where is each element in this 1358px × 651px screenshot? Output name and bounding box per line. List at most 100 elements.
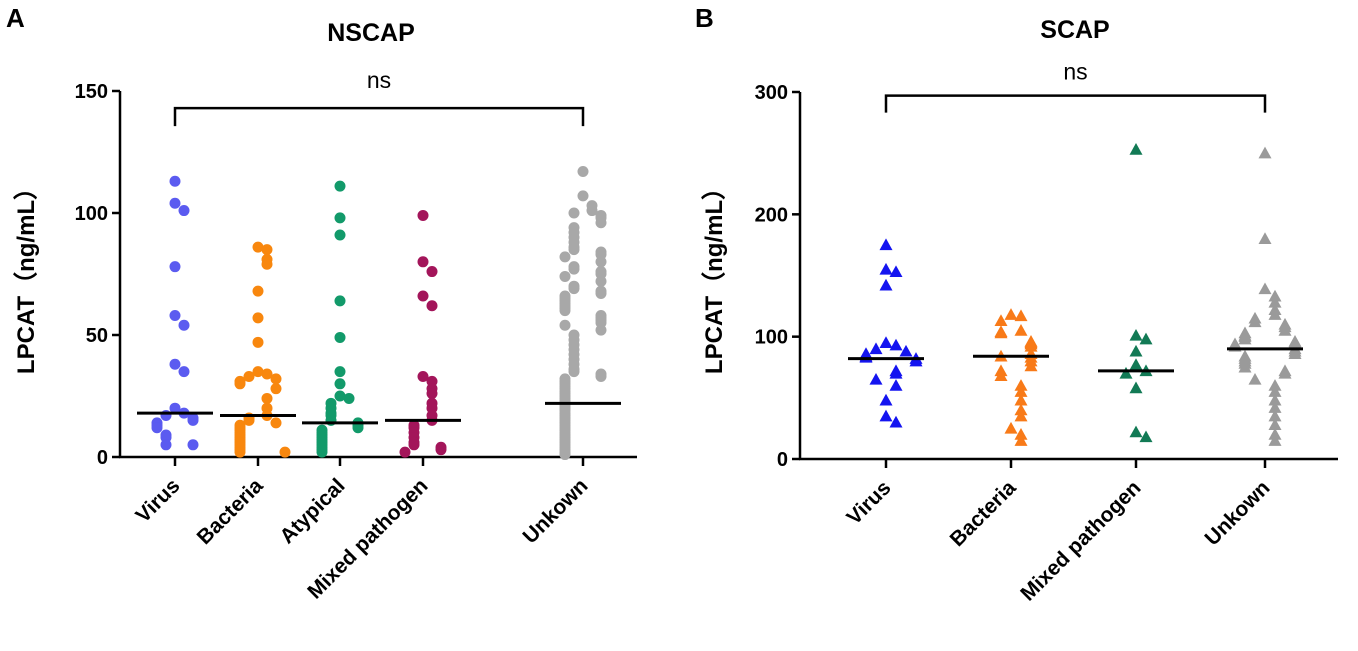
data-point-unkown (568, 263, 580, 275)
data-point-unkown (1268, 434, 1282, 446)
data-point-unkown (595, 324, 607, 336)
data-point-bacteria (1004, 308, 1018, 320)
data-point-atypical (334, 229, 346, 241)
data-point-unkown (595, 256, 607, 268)
category-label-unkown: Unkown (1201, 476, 1275, 550)
data-point-unkown (559, 270, 571, 282)
data-point-virus (909, 354, 923, 367)
data-point-mixed-pathogen (426, 266, 438, 278)
data-point-mixed-pathogen (1129, 344, 1143, 357)
data-point-virus (879, 409, 893, 422)
data-point-virus (869, 342, 883, 355)
data-point-mixed-pathogen (408, 439, 420, 451)
data-point-bacteria (270, 383, 282, 395)
data-point-virus (160, 439, 172, 451)
data-point-unkown (1268, 295, 1282, 308)
data-point-atypical (334, 295, 346, 307)
data-point-bacteria (252, 241, 264, 253)
data-point-mixed-pathogen (435, 444, 447, 456)
data-point-virus (187, 439, 199, 451)
data-point-virus (187, 414, 199, 426)
data-point-bacteria (1014, 309, 1028, 322)
data-point-bacteria (1014, 403, 1028, 416)
data-point-bacteria (1014, 393, 1028, 406)
data-point-virus (169, 261, 181, 273)
data-point-atypical (334, 378, 346, 390)
panel-a-significance-label: ns (367, 67, 391, 93)
data-point-bacteria (1004, 421, 1018, 434)
data-point-virus (889, 338, 903, 351)
panel-a-y-axis-label: LPCAT（ng/mL） (13, 176, 40, 374)
data-point-mixed-pathogen (1139, 430, 1153, 443)
data-point-virus (169, 197, 181, 209)
data-point-unkown (559, 305, 571, 317)
data-point-unkown (586, 205, 598, 217)
panel-b-significance: ns (884, 59, 1267, 113)
y-tick-label: 50 (86, 325, 108, 347)
data-point-virus (879, 278, 893, 291)
data-point-mixed-pathogen (417, 290, 429, 302)
data-point-mixed-pathogen (1139, 332, 1153, 345)
panel-a-medians (137, 401, 621, 425)
data-point-atypical (334, 331, 346, 343)
data-point-atypical (352, 422, 364, 434)
data-point-bacteria (252, 366, 264, 378)
data-point-bacteria (261, 392, 273, 404)
y-tick-label: 150 (75, 81, 108, 103)
data-point-unkown (1248, 315, 1262, 328)
data-point-bacteria (261, 368, 273, 380)
data-point-bacteria (252, 285, 264, 297)
data-point-virus (879, 393, 893, 406)
data-point-unkown (1268, 289, 1282, 302)
data-point-atypical (334, 180, 346, 192)
category-label-virus: Virus (131, 474, 184, 527)
data-point-unkown (595, 275, 607, 287)
data-point-bacteria (994, 326, 1008, 339)
data-point-mixed-pathogen (426, 300, 438, 312)
data-point-mixed-pathogen (1119, 366, 1133, 379)
data-point-unkown (577, 166, 589, 178)
data-point-mixed-pathogen (1129, 425, 1143, 438)
panel-b-points (859, 142, 1302, 446)
data-point-virus (889, 379, 903, 391)
data-point-mixed-pathogen (417, 209, 429, 221)
data-point-unkown (1268, 385, 1282, 397)
category-label-bacteria: Bacteria (946, 476, 1021, 551)
panel-b-letter: B (695, 3, 714, 33)
data-point-bacteria (261, 244, 273, 256)
y-tick-label: 0 (97, 447, 108, 469)
data-point-virus (889, 366, 903, 379)
data-point-unkown (1248, 372, 1262, 385)
data-point-mixed-pathogen (1129, 358, 1143, 371)
data-point-virus (879, 336, 893, 348)
y-tick-label: 0 (777, 449, 788, 471)
data-point-mixed-pathogen (1129, 142, 1143, 155)
data-point-atypical (334, 366, 346, 378)
data-point-unkown (595, 217, 607, 229)
data-point-atypical (334, 390, 346, 402)
data-point-unkown (568, 244, 580, 256)
y-tick-label: 100 (755, 327, 788, 349)
panel-a-y-ticks: 0 50 100 150 (75, 81, 120, 469)
data-point-bacteria (234, 378, 246, 390)
data-point-virus (899, 344, 913, 357)
panel-b-significance-label: ns (1063, 59, 1087, 85)
y-tick-label: 300 (755, 82, 788, 104)
data-point-bacteria (270, 417, 282, 429)
data-point-bacteria (252, 312, 264, 324)
data-point-bacteria (1024, 359, 1038, 372)
data-point-unkown (1278, 366, 1292, 379)
data-point-bacteria (994, 369, 1008, 382)
panel-b-title: SCAP (1040, 16, 1109, 44)
data-point-bacteria (1014, 379, 1028, 391)
data-point-virus (879, 262, 893, 275)
data-point-virus (178, 319, 190, 331)
data-point-unkown (1238, 332, 1252, 345)
category-label-virus: Virus (842, 476, 895, 529)
data-point-unkown (595, 370, 607, 382)
category-label-unkown: Unkown (519, 474, 593, 548)
panel-b-medians (848, 347, 1303, 373)
data-point-unkown (559, 251, 571, 263)
data-point-bacteria (234, 446, 246, 458)
